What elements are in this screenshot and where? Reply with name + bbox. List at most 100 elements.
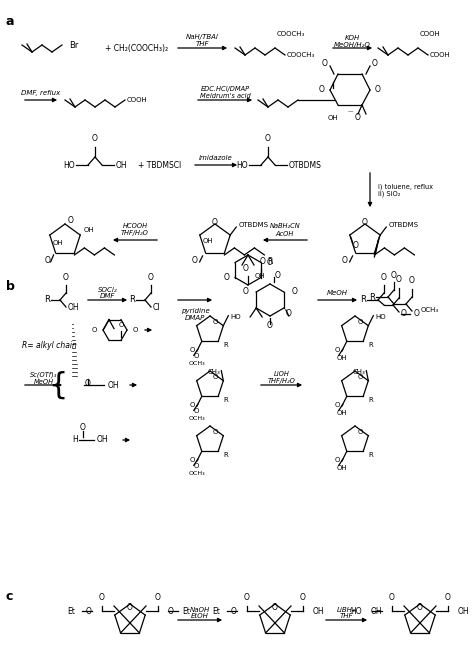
Text: NaOH
EtOH: NaOH EtOH: [190, 607, 210, 619]
Text: LiOH
THF/H₂O: LiOH THF/H₂O: [267, 372, 295, 384]
Text: O: O: [148, 273, 154, 282]
Text: O: O: [414, 309, 420, 317]
Text: R: R: [223, 342, 228, 348]
Text: Et: Et: [182, 607, 190, 615]
Text: O: O: [168, 607, 174, 615]
Text: NaH/TBAl
THF: NaH/TBAl THF: [186, 34, 219, 48]
Text: O: O: [375, 85, 381, 95]
Text: O: O: [267, 321, 273, 331]
Text: b: b: [6, 280, 15, 293]
Text: O: O: [319, 85, 325, 95]
Text: OH: OH: [108, 380, 119, 389]
Text: OH: OH: [83, 227, 94, 233]
Text: OH: OH: [370, 607, 382, 615]
Text: a: a: [6, 15, 15, 28]
Text: OH: OH: [53, 240, 64, 246]
Text: O: O: [417, 603, 423, 612]
Text: OH: OH: [337, 411, 347, 416]
Text: O: O: [213, 319, 219, 325]
Text: OH: OH: [203, 238, 213, 244]
Text: O: O: [118, 322, 124, 328]
Text: O: O: [91, 327, 97, 333]
Text: COOCH₃: COOCH₃: [287, 52, 315, 58]
Text: O: O: [194, 409, 200, 414]
Text: OCH₃: OCH₃: [189, 361, 205, 366]
Text: O: O: [99, 593, 105, 602]
Text: HO: HO: [350, 607, 362, 615]
Text: Br: Br: [69, 40, 78, 50]
Text: O: O: [286, 309, 292, 319]
Text: O: O: [355, 113, 361, 123]
Text: OH: OH: [116, 160, 128, 170]
Text: COOCH₃: COOCH₃: [277, 31, 305, 37]
Text: OH: OH: [313, 607, 325, 615]
Text: HO: HO: [230, 313, 241, 319]
Text: OH: OH: [337, 356, 347, 361]
Text: R: R: [368, 342, 373, 348]
Text: KOH
MeOH/H₂O: KOH MeOH/H₂O: [334, 34, 371, 48]
Text: O: O: [445, 593, 451, 602]
Text: O: O: [260, 256, 266, 266]
Text: O: O: [85, 379, 91, 388]
Text: O: O: [194, 354, 200, 360]
Text: c: c: [6, 590, 13, 603]
Text: O: O: [155, 593, 161, 602]
Text: + CH₂(COOCH₃)₂: + CH₂(COOCH₃)₂: [105, 44, 168, 52]
Text: —: —: [347, 109, 353, 115]
Text: O: O: [389, 593, 395, 602]
Text: pyridine
DMAP: pyridine DMAP: [181, 307, 210, 321]
Text: O: O: [191, 256, 198, 266]
Text: O: O: [267, 258, 273, 267]
Text: MeOH: MeOH: [327, 290, 348, 296]
Text: R: R: [368, 397, 373, 403]
Text: CH₃: CH₃: [208, 368, 220, 374]
Text: O: O: [322, 60, 328, 68]
Text: R: R: [360, 295, 366, 305]
Text: OH: OH: [328, 115, 338, 121]
Text: O: O: [190, 348, 195, 354]
Text: O: O: [80, 423, 86, 432]
Text: O: O: [243, 264, 249, 273]
Text: O: O: [362, 218, 368, 227]
Text: O: O: [242, 287, 248, 297]
Text: R: R: [44, 295, 50, 305]
Text: R: R: [368, 452, 373, 458]
Text: i) toluene, reflux
ii) SiO₂: i) toluene, reflux ii) SiO₂: [378, 183, 433, 197]
Text: O: O: [358, 374, 364, 380]
Text: OCH₃: OCH₃: [421, 307, 439, 313]
Text: imidazole: imidazole: [199, 155, 233, 161]
Text: OH: OH: [458, 607, 470, 615]
Text: O: O: [372, 60, 378, 68]
Text: Et: Et: [212, 607, 220, 615]
Text: OCH₃: OCH₃: [189, 416, 205, 421]
Text: R: R: [223, 452, 228, 458]
Text: O: O: [127, 603, 133, 612]
Text: R= alkyl chain: R= alkyl chain: [22, 340, 77, 350]
Text: R: R: [267, 258, 273, 266]
Text: Cl: Cl: [153, 303, 161, 313]
Text: O: O: [391, 271, 397, 280]
Text: HO: HO: [64, 160, 75, 170]
Text: Sc(OTf)₃
MeOH: Sc(OTf)₃ MeOH: [30, 371, 57, 384]
Text: O: O: [358, 429, 364, 435]
Text: O: O: [409, 276, 415, 285]
Text: O: O: [275, 272, 281, 280]
Text: H: H: [72, 435, 78, 444]
Text: OH: OH: [255, 273, 265, 279]
Text: OTBDMS: OTBDMS: [388, 222, 418, 228]
Text: R: R: [129, 295, 135, 305]
Text: EDC.HCl/DMAP
Meldrum's acid: EDC.HCl/DMAP Meldrum's acid: [200, 87, 250, 99]
Text: NaBH₂CN
AcOH: NaBH₂CN AcOH: [270, 223, 301, 236]
Text: OTBDMS: OTBDMS: [289, 160, 322, 170]
Text: DMF, reflux: DMF, reflux: [21, 90, 61, 96]
Text: O: O: [213, 429, 219, 435]
Text: + TBDMSCl: + TBDMSCl: [138, 160, 181, 170]
Text: O: O: [213, 374, 219, 380]
Text: O: O: [231, 607, 237, 615]
Text: HO: HO: [237, 160, 248, 170]
Text: COOH: COOH: [420, 31, 441, 37]
Text: OH: OH: [68, 303, 80, 313]
Text: OH: OH: [337, 465, 347, 471]
Text: O: O: [68, 216, 74, 225]
Text: O: O: [272, 603, 278, 612]
